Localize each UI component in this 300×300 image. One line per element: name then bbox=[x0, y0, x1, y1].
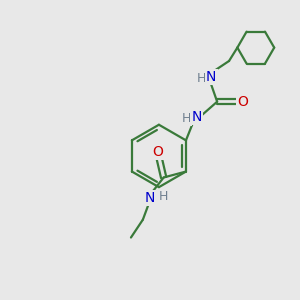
Text: H: H bbox=[159, 190, 168, 203]
Text: O: O bbox=[152, 145, 163, 159]
Text: N: N bbox=[191, 110, 202, 124]
Text: H: H bbox=[197, 72, 206, 85]
Text: O: O bbox=[238, 95, 248, 109]
Text: N: N bbox=[145, 191, 155, 205]
Text: N: N bbox=[206, 70, 216, 84]
Text: H: H bbox=[182, 112, 191, 124]
